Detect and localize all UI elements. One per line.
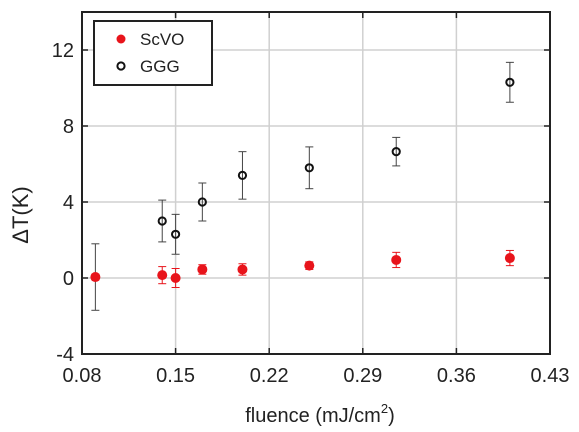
tick-layer: 0.08 0.15 0.22 0.29 0.36 0.43 -4 0 4 8 12 xyxy=(52,12,570,387)
x-axis-label-superscript: 2 xyxy=(381,401,388,416)
scvo-point xyxy=(391,254,402,265)
scvo-point xyxy=(90,272,101,283)
ggg-point xyxy=(197,197,207,207)
scvo-point xyxy=(157,270,168,281)
x-axis-label: fluence (mJ/cm2) xyxy=(245,401,395,427)
scvo-point xyxy=(170,273,181,283)
y-tick-label: 8 xyxy=(63,116,74,138)
x-tick-label: 0.08 xyxy=(63,365,102,387)
legend-label-scvo: ScVO xyxy=(140,30,184,49)
x-tick-label: 0.29 xyxy=(343,365,382,387)
y-axis-label: ΔT(K) xyxy=(8,186,33,243)
y-tick-label: 4 xyxy=(63,192,74,214)
legend: ScVO GGG xyxy=(93,20,213,86)
legend-marker-scvo xyxy=(116,34,126,44)
ggg-point xyxy=(304,163,314,173)
y-tick-label: -4 xyxy=(56,344,74,366)
x-axis-label-main: fluence (mJ/cm xyxy=(245,405,381,427)
scvo-point xyxy=(304,260,315,271)
data-layer xyxy=(90,61,515,311)
x-tick-label: 0.43 xyxy=(531,365,570,387)
legend-label-ggg: GGG xyxy=(140,57,180,76)
x-tick-label: 0.22 xyxy=(250,365,289,387)
y-tick-label: 0 xyxy=(63,268,74,290)
scvo-point xyxy=(237,264,248,275)
ggg-point xyxy=(391,147,401,157)
legend-marker-ggg xyxy=(116,61,126,71)
ggg-point xyxy=(171,229,181,239)
plot-frame xyxy=(81,11,551,355)
ggg-point xyxy=(237,170,248,180)
ggg-point xyxy=(157,216,167,226)
y-tick-label: 12 xyxy=(52,40,74,62)
scvo-point xyxy=(197,264,208,275)
x-tick-label: 0.15 xyxy=(156,365,195,387)
scvo-point xyxy=(504,253,515,264)
ggg-point xyxy=(505,77,515,87)
x-tick-label: 0.36 xyxy=(437,365,476,387)
x-axis-label-end: ) xyxy=(388,405,395,427)
legend-box xyxy=(93,20,213,86)
